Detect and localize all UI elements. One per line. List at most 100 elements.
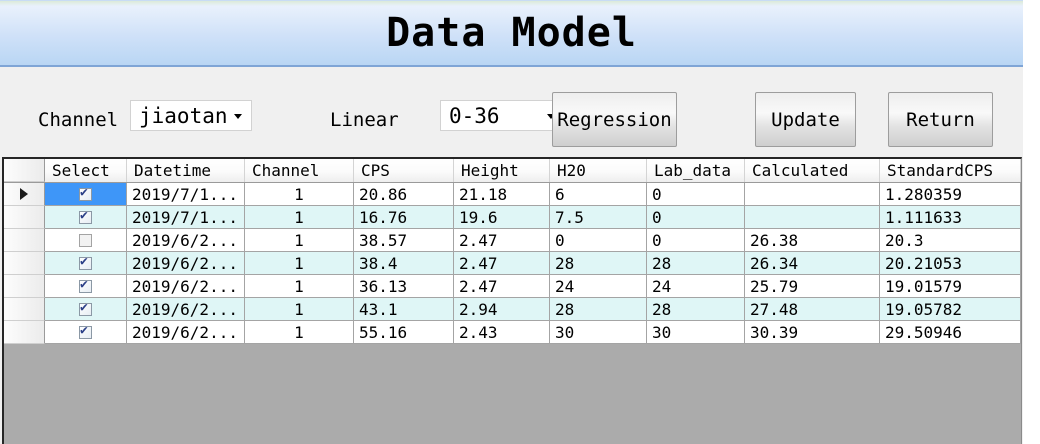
cell-cps[interactable]: 20.86 bbox=[354, 183, 454, 205]
column-header-calculated[interactable]: Calculated bbox=[745, 159, 880, 182]
row-checkbox[interactable] bbox=[79, 185, 92, 201]
cell-h2o[interactable]: 28 bbox=[550, 252, 647, 274]
cell-cps[interactable]: 36.13 bbox=[354, 275, 454, 297]
cell-height[interactable]: 2.47 bbox=[454, 229, 550, 251]
column-header-standardcps[interactable]: StandardCPS bbox=[880, 159, 1021, 182]
cell-datetime[interactable]: 2019/6/2... bbox=[127, 252, 245, 274]
row-checkbox[interactable] bbox=[79, 233, 92, 247]
grid-empty-area bbox=[4, 345, 1021, 444]
current-row-icon bbox=[20, 188, 28, 200]
cell-channel[interactable]: 1 bbox=[245, 183, 354, 205]
cell-h2o[interactable]: 24 bbox=[550, 275, 647, 297]
cell-datetime[interactable]: 2019/7/1... bbox=[127, 206, 245, 228]
cell-channel[interactable]: 1 bbox=[245, 206, 354, 228]
cell-cps[interactable]: 16.76 bbox=[354, 206, 454, 228]
return-button[interactable]: Return bbox=[888, 92, 993, 147]
table-row: 2019/7/1... 1 20.86 21.18 6 0 1.280359 bbox=[4, 183, 1021, 206]
cell-datetime[interactable]: 2019/7/1... bbox=[127, 183, 245, 205]
linear-dropdown-value: 0-36 bbox=[449, 103, 500, 128]
cell-datetime[interactable]: 2019/6/2... bbox=[127, 275, 245, 297]
cell-standardcps[interactable]: 29.50946 bbox=[880, 321, 1021, 343]
cell-h2o[interactable]: 0 bbox=[550, 229, 647, 251]
row-header[interactable] bbox=[4, 229, 45, 252]
column-header-select[interactable]: Select bbox=[45, 159, 127, 182]
cell-channel[interactable]: 1 bbox=[245, 321, 354, 343]
cell-calculated[interactable]: 27.48 bbox=[745, 298, 880, 320]
row-checkbox[interactable] bbox=[79, 208, 92, 224]
cell-height[interactable]: 19.6 bbox=[454, 206, 550, 228]
cell-standardcps[interactable]: 19.01579 bbox=[880, 275, 1021, 297]
column-header-datetime[interactable]: Datetime bbox=[127, 159, 245, 182]
row-header[interactable] bbox=[4, 252, 45, 275]
row-header[interactable] bbox=[4, 183, 45, 206]
cell-lab-data[interactable]: 0 bbox=[647, 229, 745, 251]
column-header-h2o[interactable]: H20 bbox=[550, 159, 647, 182]
cell-cps[interactable]: 55.16 bbox=[354, 321, 454, 343]
cell-cps[interactable]: 43.1 bbox=[354, 298, 454, 320]
cell-height[interactable]: 2.43 bbox=[454, 321, 550, 343]
cell-cps[interactable]: 38.4 bbox=[354, 252, 454, 274]
cell-channel[interactable]: 1 bbox=[245, 298, 354, 320]
cell-channel[interactable]: 1 bbox=[245, 252, 354, 274]
cell-datetime[interactable]: 2019/6/2... bbox=[127, 298, 245, 320]
cell-calculated[interactable] bbox=[745, 183, 880, 205]
column-header-lab-data[interactable]: Lab_data bbox=[647, 159, 745, 182]
row-header[interactable] bbox=[4, 275, 45, 298]
cell-cps[interactable]: 38.57 bbox=[354, 229, 454, 251]
cell-lab-data[interactable]: 28 bbox=[647, 252, 745, 274]
cell-h2o[interactable]: 7.5 bbox=[550, 206, 647, 228]
chevron-down-icon bbox=[547, 114, 555, 119]
row-checkbox[interactable] bbox=[79, 277, 92, 293]
update-button[interactable]: Update bbox=[755, 92, 856, 147]
cell-h2o[interactable]: 30 bbox=[550, 321, 647, 343]
linear-dropdown[interactable]: 0-36 bbox=[440, 100, 565, 131]
cell-lab-data[interactable]: 0 bbox=[647, 206, 745, 228]
cell-select[interactable] bbox=[45, 206, 127, 228]
cell-h2o[interactable]: 28 bbox=[550, 298, 647, 320]
channel-dropdown[interactable]: jiaotan bbox=[130, 100, 252, 131]
cell-calculated[interactable]: 30.39 bbox=[745, 321, 880, 343]
cell-h2o[interactable]: 6 bbox=[550, 183, 647, 205]
row-checkbox[interactable] bbox=[79, 300, 92, 316]
regression-button[interactable]: Regression bbox=[552, 92, 677, 147]
cell-standardcps[interactable]: 19.05782 bbox=[880, 298, 1021, 320]
cell-select[interactable] bbox=[45, 321, 127, 343]
cell-datetime[interactable]: 2019/6/2... bbox=[127, 229, 245, 251]
cell-select[interactable] bbox=[45, 298, 127, 320]
row-header[interactable] bbox=[4, 298, 45, 321]
cell-calculated[interactable]: 26.34 bbox=[745, 252, 880, 274]
cell-height[interactable]: 2.94 bbox=[454, 298, 550, 320]
row-header[interactable] bbox=[4, 206, 45, 229]
cell-standardcps[interactable]: 1.280359 bbox=[880, 183, 1021, 205]
table-row: 2019/6/2... 1 43.1 2.94 28 28 27.48 19.0… bbox=[4, 298, 1021, 321]
row-checkbox[interactable] bbox=[79, 323, 92, 339]
cell-calculated[interactable]: 25.79 bbox=[745, 275, 880, 297]
cell-lab-data[interactable]: 24 bbox=[647, 275, 745, 297]
cell-select[interactable] bbox=[45, 183, 127, 205]
cell-calculated[interactable] bbox=[745, 206, 880, 228]
cell-channel[interactable]: 1 bbox=[245, 275, 354, 297]
cell-height[interactable]: 2.47 bbox=[454, 252, 550, 274]
cell-datetime[interactable]: 2019/6/2... bbox=[127, 321, 245, 343]
grid-corner-header[interactable] bbox=[4, 159, 45, 182]
cell-height[interactable]: 2.47 bbox=[454, 275, 550, 297]
row-checkbox[interactable] bbox=[79, 254, 92, 270]
column-header-channel[interactable]: Channel bbox=[245, 159, 354, 182]
column-header-cps[interactable]: CPS bbox=[354, 159, 454, 182]
cell-lab-data[interactable]: 0 bbox=[647, 183, 745, 205]
cell-select[interactable] bbox=[45, 252, 127, 274]
cell-lab-data[interactable]: 28 bbox=[647, 298, 745, 320]
cell-select[interactable] bbox=[45, 275, 127, 297]
column-header-height[interactable]: Height bbox=[454, 159, 550, 182]
data-grid: Select Datetime Channel CPS Height H20 L… bbox=[2, 157, 1022, 444]
page-title: Data Model bbox=[386, 10, 637, 56]
cell-standardcps[interactable]: 20.3 bbox=[880, 229, 1021, 251]
cell-select[interactable] bbox=[45, 229, 127, 251]
row-header[interactable] bbox=[4, 321, 45, 344]
cell-standardcps[interactable]: 20.21053 bbox=[880, 252, 1021, 274]
cell-standardcps[interactable]: 1.111633 bbox=[880, 206, 1021, 228]
cell-channel[interactable]: 1 bbox=[245, 229, 354, 251]
cell-calculated[interactable]: 26.38 bbox=[745, 229, 880, 251]
cell-height[interactable]: 21.18 bbox=[454, 183, 550, 205]
cell-lab-data[interactable]: 30 bbox=[647, 321, 745, 343]
